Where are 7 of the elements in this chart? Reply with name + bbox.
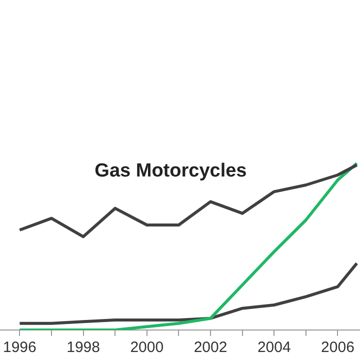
x-tick-label: 2000 xyxy=(130,339,164,356)
x-tick-label: 2002 xyxy=(194,339,228,356)
x-tick-label: 1996 xyxy=(2,339,36,356)
x-tick-label: 2004 xyxy=(257,339,291,356)
x-tick-label: 2006 xyxy=(321,339,354,356)
series-label: Gas Motorcycles xyxy=(94,160,247,182)
x-tick-label: 1998 xyxy=(66,339,100,356)
